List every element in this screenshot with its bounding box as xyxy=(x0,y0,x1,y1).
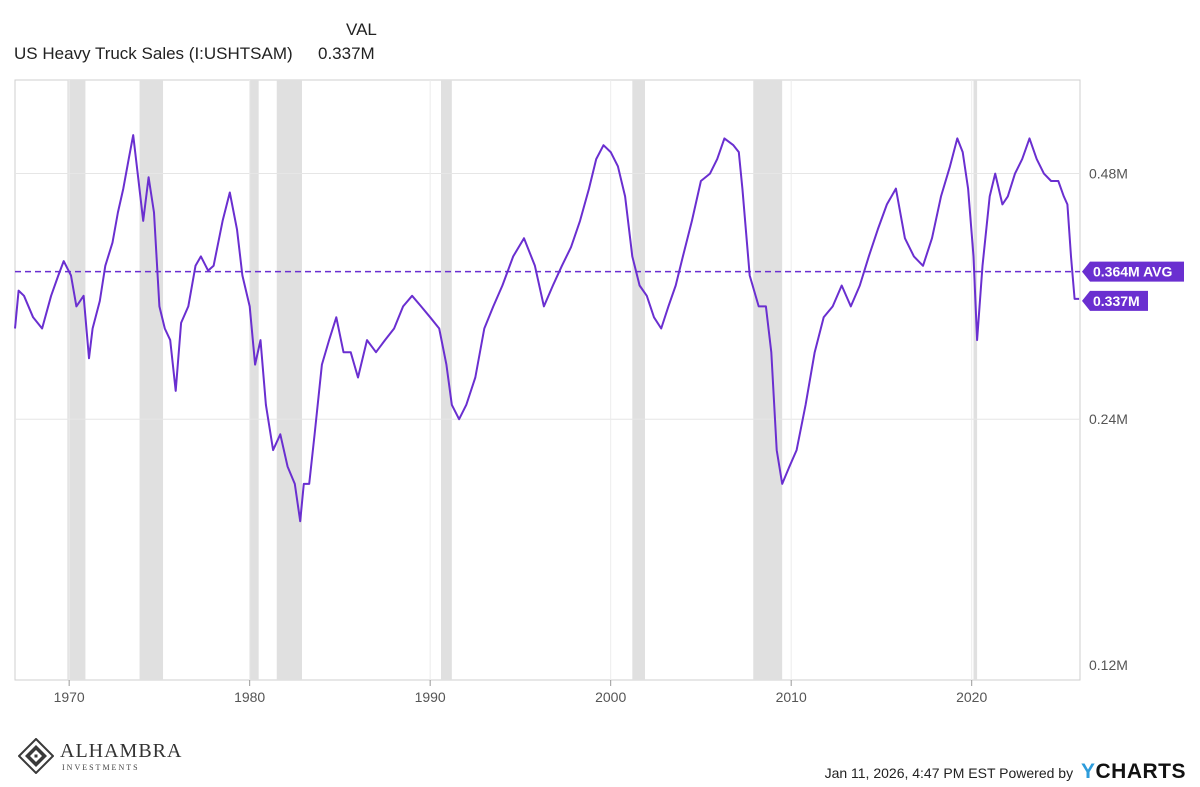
recession-band xyxy=(973,80,978,680)
last-value-label: 0.337M xyxy=(1093,293,1140,309)
legend-column-header: VAL xyxy=(346,20,377,39)
y-tick-label: 0.24M xyxy=(1089,411,1128,427)
plot-area-border xyxy=(14,79,1081,681)
x-tick-label: 2010 xyxy=(776,689,807,705)
x-tick-label: 2000 xyxy=(595,689,626,705)
legend-series-name[interactable]: US Heavy Truck Sales (I:USHTSAM) xyxy=(14,44,293,63)
x-tick-label: 1980 xyxy=(234,689,265,705)
ycharts-logo-y: Y xyxy=(1080,760,1096,783)
ycharts-logo[interactable]: YCHARTS xyxy=(1081,760,1186,783)
timestamp: Jan 11, 2026, 4:47 PM EST Powered by xyxy=(824,765,1074,781)
recession-band xyxy=(632,80,645,680)
recession-band xyxy=(753,80,783,680)
logo-name: ALHAMBRA xyxy=(60,740,183,762)
x-tick-label: 1990 xyxy=(415,689,446,705)
recession-band xyxy=(139,80,164,680)
recession-band xyxy=(276,80,303,680)
y-tick-label: 0.48M xyxy=(1089,166,1128,182)
ycharts-logo-text: CHARTS xyxy=(1095,760,1186,783)
recession-band xyxy=(249,80,259,680)
recession-band xyxy=(441,80,452,680)
alhambra-logo: ALHAMBRA INVESTMENTS xyxy=(18,736,188,776)
last-value-label-bg xyxy=(1082,290,1148,311)
logo-subtitle: INVESTMENTS xyxy=(62,763,140,772)
y-tick-label: 0.12M xyxy=(1089,657,1128,673)
x-tick-label: 1970 xyxy=(54,689,85,705)
footer-attribution: Jan 11, 2026, 4:47 PM EST Powered by YCH… xyxy=(825,760,1186,784)
series-line[interactable] xyxy=(14,134,1080,523)
average-label-bg xyxy=(1082,261,1184,282)
diamond-logo-icon xyxy=(18,738,54,774)
legend-series-value: 0.337M xyxy=(318,44,375,63)
average-label: 0.364M AVG xyxy=(1093,264,1172,280)
recession-band xyxy=(67,80,86,680)
x-tick-label: 2020 xyxy=(956,689,987,705)
